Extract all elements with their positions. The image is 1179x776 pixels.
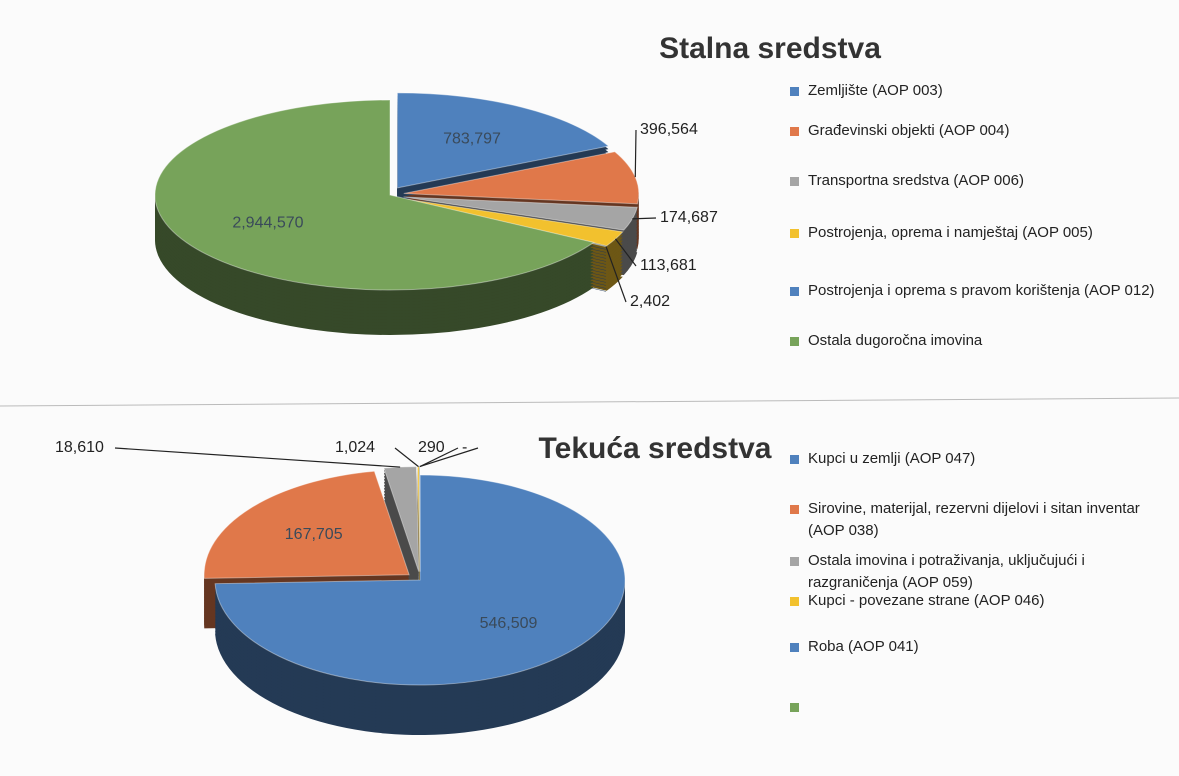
data-label: 546,509 xyxy=(480,615,538,632)
legend-label: Ostala imovina i potraživanja, uključuju… xyxy=(808,552,1085,591)
legend-entry: Sirovine, materijal, rezervni dijelovi i… xyxy=(790,498,1178,542)
legend-entry: Roba (AOP 041) xyxy=(790,636,1178,658)
slice xyxy=(418,466,421,572)
legend-swatch xyxy=(790,643,799,652)
slice xyxy=(403,196,638,231)
data-label: 290 xyxy=(418,439,445,456)
legend-swatch xyxy=(790,455,799,464)
data-label: 174,687 xyxy=(660,209,718,226)
legend-entry: Ostala imovina i potraživanja, uključuju… xyxy=(790,550,1178,594)
slice xyxy=(383,466,420,572)
leader-line xyxy=(419,447,459,468)
leader-line xyxy=(614,238,637,267)
legend-label: Roba (AOP 041) xyxy=(808,638,919,655)
legend-swatch xyxy=(790,337,799,346)
legend-label: Građevinski objekti (AOP 004) xyxy=(808,122,1010,139)
leader-line xyxy=(605,246,627,303)
data-label: 113,681 xyxy=(640,257,697,274)
legend-swatch xyxy=(790,557,799,566)
data-label: 783,797 xyxy=(443,131,501,148)
slice xyxy=(403,151,640,205)
legend-entry: Kupci u zemlji (AOP 047) xyxy=(790,448,1178,470)
legend-entry: Postrojenja, oprema i namještaj (AOP 005… xyxy=(790,222,1178,244)
data-label: 2,402 xyxy=(630,293,670,310)
data-label: 1,024 xyxy=(335,439,375,456)
divider xyxy=(0,397,1179,407)
slice xyxy=(396,92,610,189)
leader-line xyxy=(634,129,637,178)
legend-label: Zemljište (AOP 003) xyxy=(808,82,943,99)
legend-label: Sirovine, materijal, rezervni dijelovi i… xyxy=(808,500,1140,539)
legend-label: Kupci - povezane strane (AOP 046) xyxy=(808,592,1045,609)
leader-line xyxy=(394,447,419,468)
legend-entry: Kupci - povezane strane (AOP 046) xyxy=(790,590,1178,612)
legend-swatch xyxy=(790,287,799,296)
legend-swatch xyxy=(790,505,799,514)
leader-line xyxy=(632,217,657,220)
slice xyxy=(203,470,410,579)
legend-label: Transportna sredstva (AOP 006) xyxy=(808,172,1024,189)
legend-label: Ostala dugoročna imovina xyxy=(808,332,983,349)
legend-swatch xyxy=(790,703,799,712)
legend-entry: Transportna sredstva (AOP 006) xyxy=(790,170,1178,192)
data-label: - xyxy=(462,439,467,456)
legend-label: Postrojenja i oprema s pravom korištenja… xyxy=(808,282,1155,299)
legend-swatch xyxy=(790,597,799,606)
data-label: 396,564 xyxy=(640,121,698,138)
chart-title: Tekuća sredstva xyxy=(539,432,772,465)
slice xyxy=(154,99,595,291)
slice xyxy=(214,474,626,686)
leader-line xyxy=(419,447,479,468)
legend-swatch xyxy=(790,229,799,238)
legend-entry: Zemljište (AOP 003) xyxy=(790,80,1178,102)
leader-line xyxy=(114,447,401,468)
data-label: 167,705 xyxy=(285,526,343,543)
data-label: 2,944,570 xyxy=(232,215,303,232)
legend-swatch xyxy=(790,177,799,186)
legend-entry: Postrojenja i oprema s pravom korištenja… xyxy=(790,280,1178,302)
legend-label: Postrojenja, oprema i namještaj (AOP 005… xyxy=(808,224,1093,241)
legend-label: Kupci u zemlji (AOP 047) xyxy=(808,450,976,467)
data-label: 18,610 xyxy=(55,439,104,456)
chart-title: Stalna sredstva xyxy=(659,32,881,65)
legend-swatch xyxy=(790,87,799,96)
legend-entry: Građevinski objekti (AOP 004) xyxy=(790,120,1178,142)
legend-entry: Ostala dugoročna imovina xyxy=(790,330,1178,352)
legend-swatch xyxy=(790,127,799,136)
